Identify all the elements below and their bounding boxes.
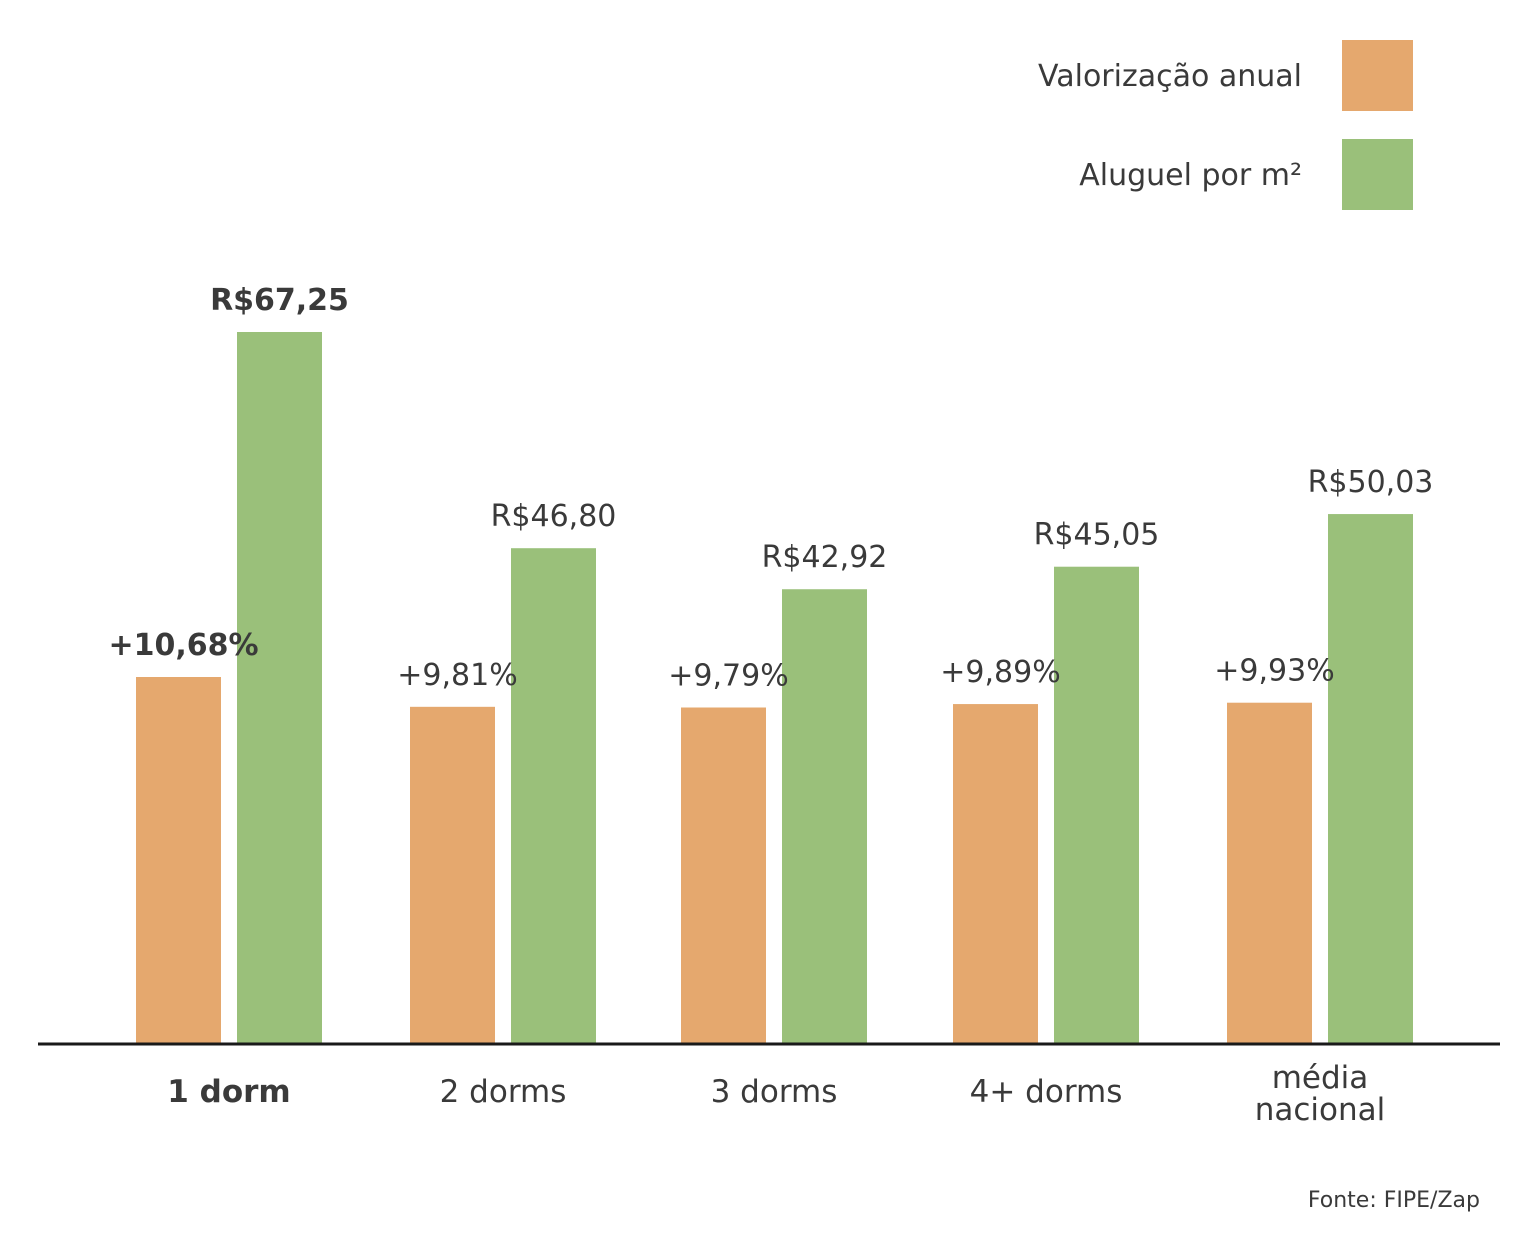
- value-label-aluguel-4: R$50,03: [1308, 465, 1434, 500]
- bar-aluguel-3: [1054, 566, 1139, 1043]
- bar-aluguel-4: [1328, 514, 1413, 1043]
- value-label-valorizacao-1: +9,81%: [397, 658, 517, 693]
- value-label-valorizacao-2: +9,79%: [668, 659, 788, 694]
- bar-valorizacao-2: [681, 707, 766, 1043]
- legend-swatch-1: [1342, 139, 1413, 210]
- bar-valorizacao-1: [410, 706, 495, 1043]
- bar-valorizacao-3: [953, 704, 1038, 1043]
- value-label-aluguel-3: R$45,05: [1034, 518, 1160, 553]
- value-label-valorizacao-0: +10,68%: [108, 628, 258, 663]
- legend: Valorização anual Aluguel por m²: [1038, 40, 1413, 210]
- legend-swatch-0: [1342, 40, 1413, 111]
- category-label-1: 2 dorms: [440, 1074, 567, 1110]
- category-label-4: média nacional: [1255, 1060, 1386, 1128]
- bar-valorizacao-4: [1227, 702, 1312, 1043]
- value-label-aluguel-0: R$67,25: [210, 283, 349, 318]
- legend-label-1: Aluguel por m²: [1079, 158, 1302, 193]
- value-label-valorizacao-4: +9,93%: [1214, 654, 1334, 689]
- bars: [136, 332, 1413, 1043]
- value-label-valorizacao-3: +9,89%: [940, 655, 1060, 690]
- category-labels: 1 dorm 2 dorms 3 dorms 4+ dorms média naciona…: [167, 1060, 1385, 1128]
- value-labels: +10,68% +9,81% +9,79% +9,89% +9,93% R$67,25 R$…: [108, 283, 1433, 694]
- bar-aluguel-0: [237, 332, 322, 1043]
- value-label-aluguel-1: R$46,80: [491, 499, 617, 534]
- bar-aluguel-1: [511, 548, 596, 1043]
- category-label-3: 4+ dorms: [970, 1074, 1123, 1110]
- category-label-2: 3 dorms: [711, 1074, 838, 1110]
- legend-label-0: Valorização anual: [1038, 59, 1302, 94]
- category-label-0: 1 dorm: [167, 1074, 290, 1110]
- bar-valorizacao-0: [136, 677, 221, 1043]
- source-note: Fonte: FIPE/Zap: [1308, 1188, 1480, 1213]
- value-label-aluguel-2: R$42,92: [762, 540, 888, 575]
- bar-aluguel-2: [782, 589, 867, 1043]
